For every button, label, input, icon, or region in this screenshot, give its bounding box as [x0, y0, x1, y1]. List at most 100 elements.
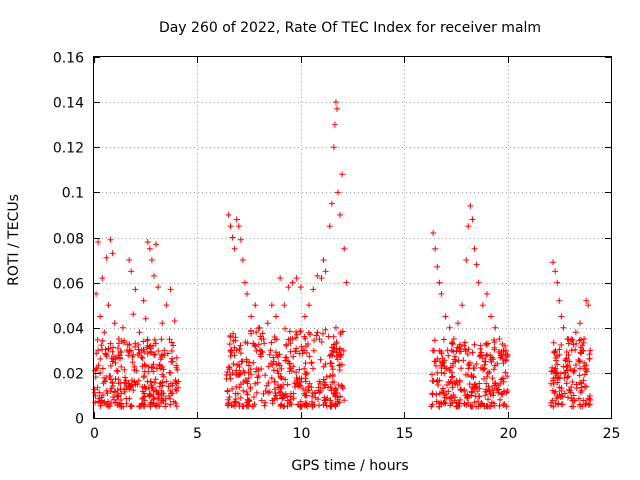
data-point [150, 361, 157, 368]
data-point [322, 326, 329, 333]
x-tick-label: 5 [193, 426, 202, 442]
data-point [309, 393, 316, 400]
data-point [322, 268, 329, 275]
data-point [329, 347, 336, 354]
data-point [301, 333, 308, 340]
data-point [258, 397, 265, 404]
data-point [473, 383, 480, 390]
data-point [445, 379, 452, 386]
data-point [498, 352, 505, 359]
data-point [278, 385, 285, 392]
data-point [335, 189, 342, 196]
data-point [270, 354, 277, 361]
data-point [97, 369, 104, 376]
data-point [323, 374, 330, 381]
data-point [451, 379, 458, 386]
data-point [441, 370, 448, 377]
data-point [473, 261, 480, 268]
data-point [138, 354, 145, 361]
data-point [564, 374, 571, 381]
data-point [296, 350, 303, 357]
data-point [432, 245, 439, 252]
data-point [325, 333, 332, 340]
data-point [337, 393, 344, 400]
data-point [570, 403, 577, 410]
data-point [469, 216, 476, 223]
data-point [135, 377, 142, 384]
data-point [337, 211, 344, 218]
data-point [336, 367, 343, 374]
data-point [229, 386, 236, 393]
data-point [93, 290, 100, 297]
data-point [456, 377, 463, 384]
data-point [469, 403, 476, 410]
data-point [265, 379, 272, 386]
data-point [556, 346, 563, 353]
data-point [95, 239, 102, 246]
data-point [318, 275, 325, 282]
data-point [243, 388, 250, 395]
data-point [157, 399, 164, 406]
data-point [162, 403, 169, 410]
data-point [146, 245, 153, 252]
data-point [236, 346, 243, 353]
data-point [316, 402, 323, 409]
data-point [441, 394, 448, 401]
data-point [277, 275, 284, 282]
data-point [449, 384, 456, 391]
data-point [490, 366, 497, 373]
data-point [148, 364, 155, 371]
data-point [478, 400, 485, 407]
data-point [330, 144, 337, 151]
data-point [258, 348, 265, 355]
data-point [575, 356, 582, 363]
data-point [329, 371, 336, 378]
data-point [341, 397, 348, 404]
data-point [552, 400, 559, 407]
data-point [582, 365, 589, 372]
data-point [446, 324, 453, 331]
data-point [447, 364, 454, 371]
y-tick-label: 0.12 [53, 141, 84, 157]
data-point [232, 395, 239, 402]
data-point [123, 395, 130, 402]
data-point [569, 336, 576, 343]
data-point [272, 390, 279, 397]
data-point [336, 362, 343, 369]
data-point [151, 395, 158, 402]
data-point [306, 353, 313, 360]
data-point [303, 349, 310, 356]
data-point [435, 400, 442, 407]
data-point [573, 385, 580, 392]
data-point [299, 385, 306, 392]
data-point [105, 398, 112, 405]
x-tick-label: 10 [293, 426, 311, 442]
data-point [259, 330, 266, 337]
data-point [121, 379, 128, 386]
data-point [564, 394, 571, 401]
data-point [169, 358, 176, 365]
data-point [565, 340, 572, 347]
data-point [339, 385, 346, 392]
data-point [466, 381, 473, 388]
data-point [116, 354, 123, 361]
data-point [502, 357, 509, 364]
data-point [310, 286, 317, 293]
grid-lines [94, 57, 611, 418]
data-point [258, 365, 265, 372]
data-point [563, 380, 570, 387]
data-point [226, 364, 233, 371]
data-point [556, 351, 563, 358]
data-point [274, 395, 281, 402]
data-point [140, 338, 147, 345]
data-point [563, 364, 570, 371]
data-point [465, 365, 472, 372]
data-point [96, 399, 103, 406]
data-point [134, 381, 141, 388]
data-point [275, 370, 282, 377]
data-point [160, 366, 167, 373]
data-point [462, 371, 469, 378]
data-point [305, 383, 312, 390]
data-point [576, 365, 583, 372]
data-point [487, 352, 494, 359]
